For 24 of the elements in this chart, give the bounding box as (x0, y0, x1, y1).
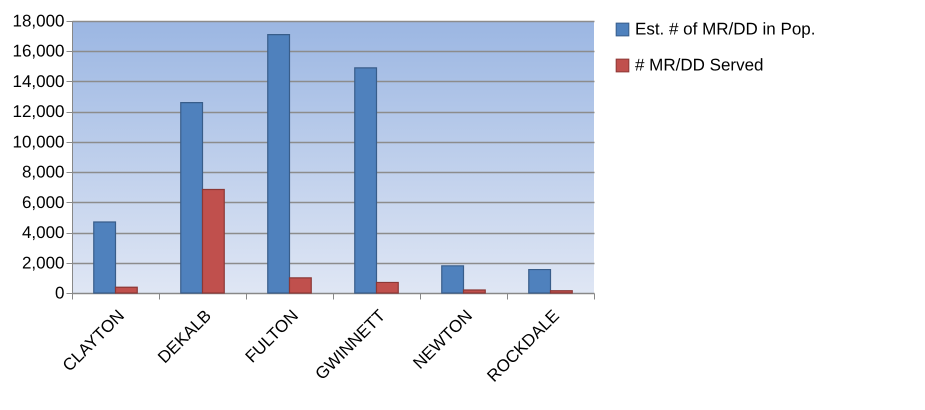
y-tick-label: 2,000 (22, 253, 64, 272)
bar (93, 221, 116, 294)
y-tick-label: 10,000 (12, 132, 64, 152)
bar (267, 34, 290, 294)
legend-label: # MR/DD Served (635, 56, 764, 74)
bar (354, 67, 378, 294)
bar (376, 282, 399, 294)
y-tick-label: 14,000 (12, 72, 64, 91)
y-tick-label: 0 (55, 284, 64, 302)
y-tick-label: 12,000 (12, 102, 64, 122)
bar (462, 289, 486, 294)
y-tick-label: 8,000 (22, 162, 64, 182)
bar (202, 188, 225, 294)
y-tick-label: 6,000 (22, 192, 64, 212)
bar (528, 268, 552, 294)
y-tick-label: 16,000 (12, 42, 64, 61)
legend-label: Est. # of MR/DD in Pop. (635, 20, 816, 38)
bar (180, 102, 204, 294)
y-tick-label: 18,000 (12, 12, 64, 30)
bar (288, 277, 312, 294)
bar (114, 286, 138, 294)
bar (550, 290, 573, 294)
y-tick-label: 4,000 (22, 223, 64, 242)
bar (441, 265, 464, 294)
